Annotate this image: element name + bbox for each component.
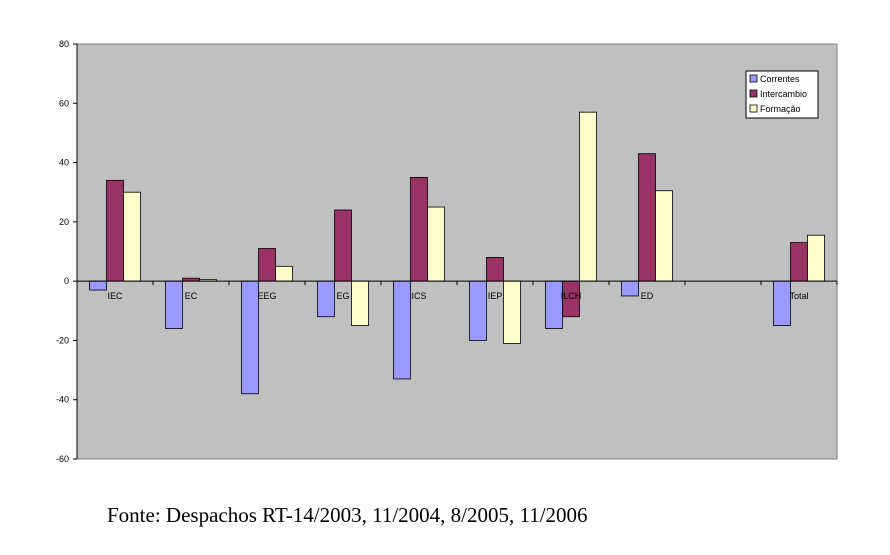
x-category-label: Total — [789, 291, 808, 301]
x-category-label: ED — [641, 291, 654, 301]
bar-intercambio-eg — [334, 209, 352, 282]
bar-intercambio-ics — [410, 176, 428, 282]
bar-correntes-ec — [165, 280, 183, 329]
bar-intercambio-iep — [486, 257, 504, 282]
legend-label: Correntes — [760, 74, 800, 84]
bar-formação-iec — [123, 191, 141, 282]
y-tick-label: -20 — [56, 335, 69, 345]
x-category-label: ICS — [411, 291, 426, 301]
x-category-label: EEG — [257, 291, 276, 301]
bars-group — [89, 111, 825, 395]
x-category-label: EC — [185, 291, 198, 301]
y-tick-label: 60 — [59, 98, 69, 108]
bar-correntes-eg — [317, 280, 335, 318]
x-category-label: ILCH — [561, 291, 582, 301]
legend-label: Intercambio — [760, 89, 807, 99]
bar-correntes-eeg — [241, 280, 259, 395]
bar-formação-total — [807, 234, 825, 282]
bar-formação-iep — [503, 280, 521, 344]
bar-formação-eeg — [275, 265, 293, 282]
bar-formação-ilch — [579, 111, 597, 282]
legend-box — [745, 70, 819, 119]
bar-formação-ed — [655, 190, 673, 282]
bar-correntes-ics — [393, 280, 411, 380]
bar-correntes-total — [773, 280, 791, 327]
y-axis: -60 -40 -20 0 20 40 60 80 — [56, 39, 78, 464]
bar-intercambio-ed — [638, 153, 656, 282]
y-tick-label: 0 — [64, 276, 69, 286]
legend-swatch-correntes — [749, 74, 758, 83]
bar-correntes-ed — [621, 280, 639, 297]
x-axis: IEC EC EEG EG ICS IEP ILCH ED Total — [76, 280, 838, 301]
y-tick-label: -40 — [56, 395, 69, 405]
y-tick-label: 80 — [59, 39, 69, 49]
bar-intercambio-eeg — [258, 248, 276, 282]
y-tick-label: -60 — [56, 454, 69, 464]
source-note: Fonte: Despachos RT-14/2003, 11/2004, 8/… — [107, 503, 588, 527]
y-tick-label: 20 — [59, 217, 69, 227]
x-category-label: IEC — [107, 291, 123, 301]
x-category-label: EG — [336, 291, 349, 301]
bar-correntes-iep — [469, 280, 487, 341]
bar-formação-ics — [427, 206, 445, 282]
legend-swatch-formação — [749, 104, 758, 113]
bar-intercambio-total — [790, 242, 808, 282]
bar-intercambio-iec — [106, 179, 124, 282]
legend: Correntes Intercambio Formação — [745, 70, 819, 119]
x-category-label: IEP — [488, 291, 503, 301]
bar-correntes-ilch — [545, 280, 563, 329]
bar-formação-eg — [351, 280, 369, 327]
y-tick-label: 40 — [59, 158, 69, 168]
bar-correntes-iec — [89, 280, 107, 291]
plot-area — [76, 43, 838, 460]
legend-label: Formação — [760, 104, 801, 114]
legend-swatch-intercambio — [749, 89, 758, 98]
